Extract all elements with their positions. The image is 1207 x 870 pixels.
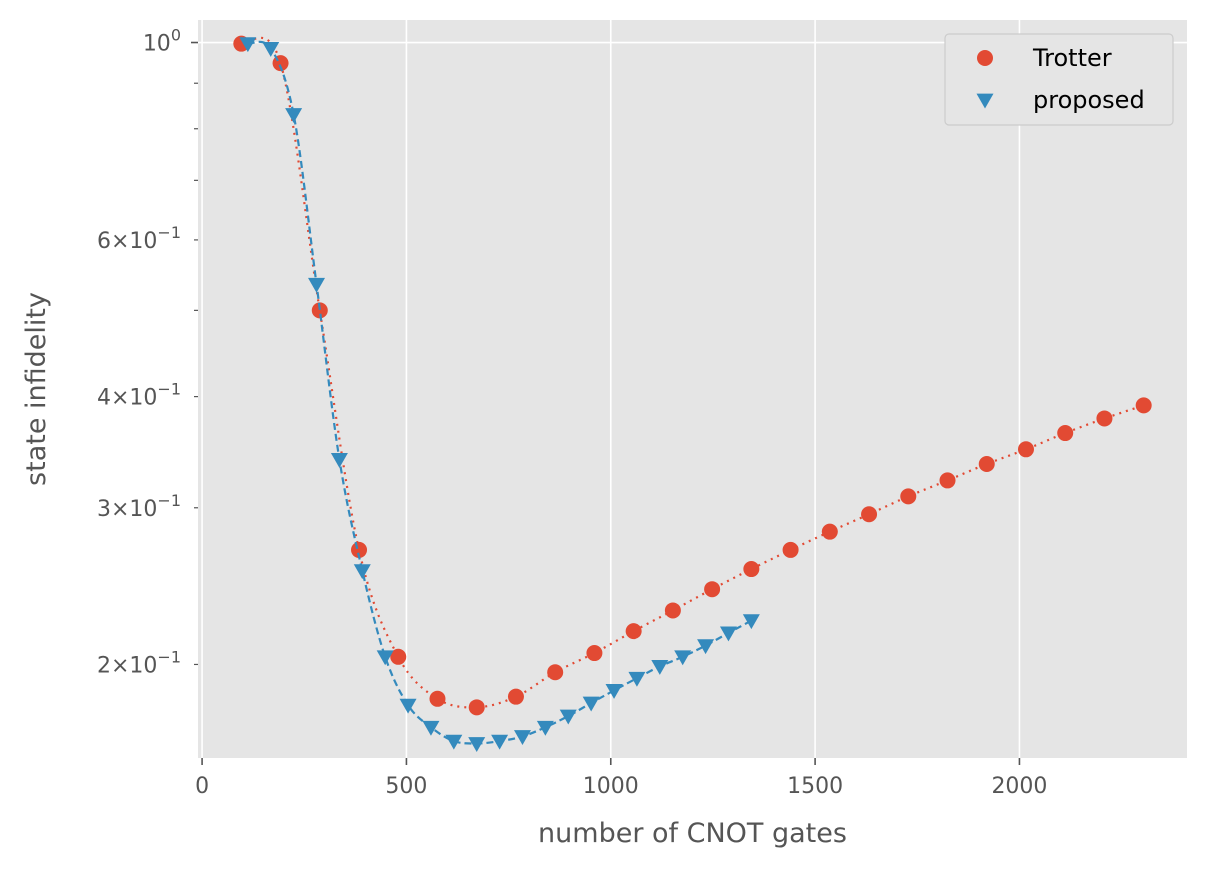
data-point-Trotter [743, 561, 760, 578]
data-point-Trotter [429, 690, 446, 707]
series-Trotter [233, 35, 1152, 716]
data-point-proposed [697, 639, 715, 655]
data-point-proposed [353, 564, 371, 580]
data-point-Trotter [1135, 397, 1152, 414]
x-tick-label: 0 [195, 774, 209, 799]
y-tick-label: 4×10−1 [97, 380, 181, 411]
grid [198, 20, 1187, 758]
data-point-proposed [308, 277, 326, 293]
y-tick-label: 2×10−1 [97, 647, 181, 678]
data-point-proposed [376, 650, 394, 666]
data-point-Trotter [900, 488, 917, 505]
x-tick-label: 1500 [787, 774, 843, 799]
x-axis-label: number of CNOT gates [538, 818, 847, 849]
data-point-proposed [651, 660, 669, 675]
data-point-Trotter [311, 302, 328, 319]
x-tick-label: 1000 [583, 774, 639, 799]
data-point-proposed [239, 37, 257, 53]
data-point-Trotter [664, 602, 681, 619]
data-point-Trotter [351, 541, 368, 558]
data-point-Trotter [625, 623, 642, 640]
data-point-Trotter [782, 541, 799, 558]
series-proposed [239, 37, 760, 753]
data-point-Trotter [1057, 425, 1074, 442]
series-layer [233, 35, 1152, 753]
data-point-proposed [536, 720, 554, 736]
x-tick-label: 500 [385, 774, 427, 799]
data-point-proposed [491, 734, 509, 750]
data-point-Trotter [1017, 441, 1034, 458]
legend: Trotter proposed [944, 33, 1174, 126]
legend-label-Trotter: Trotter [1032, 44, 1112, 72]
data-point-Trotter [468, 699, 485, 716]
data-point-Trotter [939, 472, 956, 489]
data-point-Trotter [507, 688, 524, 705]
ticks: 0 500 1000 1500 2000 100 2×10−1 3×10−1 4×10−1 6×1… [97, 26, 1047, 799]
data-point-proposed [559, 709, 577, 725]
data-point-proposed [399, 698, 417, 714]
data-point-Trotter [704, 581, 721, 598]
legend-marker-proposed [976, 93, 994, 109]
data-point-Trotter [586, 645, 603, 662]
data-point-proposed [445, 734, 463, 750]
data-point-Trotter [978, 455, 995, 472]
legend-marker-Trotter [977, 50, 993, 66]
y-axis-label: state infidelity [21, 292, 52, 486]
data-point-proposed [605, 684, 623, 699]
data-point-Trotter [821, 523, 838, 540]
data-point-proposed [285, 108, 303, 124]
data-point-proposed [582, 696, 600, 712]
legend-box [944, 33, 1174, 126]
data-point-proposed [513, 730, 531, 745]
data-point-Trotter [1096, 410, 1113, 427]
data-point-Trotter [861, 506, 878, 523]
plot-area [198, 20, 1187, 758]
data-point-Trotter [547, 664, 564, 681]
data-point-proposed [262, 41, 280, 57]
y-tick-label: 6×10−1 [97, 223, 181, 254]
data-point-Trotter [390, 648, 407, 665]
x-tick-label: 2000 [991, 774, 1047, 799]
legend-label-proposed: proposed [1033, 86, 1145, 114]
y-tick-label: 100 [143, 26, 181, 57]
data-point-proposed [628, 671, 646, 687]
data-point-proposed [674, 650, 692, 666]
data-point-proposed [422, 720, 440, 736]
data-point-proposed [330, 453, 348, 468]
data-point-proposed [742, 614, 760, 630]
data-point-proposed [719, 626, 737, 642]
y-tick-label: 3×10−1 [97, 491, 181, 522]
data-point-proposed [468, 737, 486, 753]
